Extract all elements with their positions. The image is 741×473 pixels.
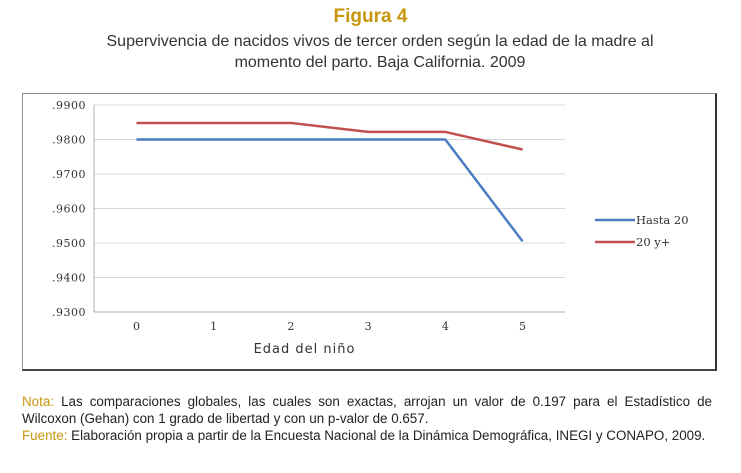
chart-subtitle: Supervivencia de nacidos vivos de tercer… <box>40 31 720 73</box>
x-tick-label: 5 <box>519 320 526 333</box>
y-tick-label: .9700 <box>52 168 86 181</box>
x-tick-label: 0 <box>133 320 140 333</box>
y-tick-label: .9800 <box>52 134 86 147</box>
y-tick-label: .9300 <box>52 306 86 319</box>
legend-label: Hasta 20 <box>636 213 689 227</box>
fuente-label: Fuente: <box>22 428 68 443</box>
nota-label: Nota: <box>22 394 55 409</box>
nota-text: Las comparaciones globales, las cuales s… <box>22 394 712 426</box>
x-tick-label: 2 <box>287 320 294 333</box>
subtitle-line-2: momento del parto. Baja California. 2009 <box>234 54 526 71</box>
y-tick-label: .9400 <box>52 272 86 285</box>
x-tick-label: 3 <box>365 320 372 333</box>
subtitle-line-1: Supervivencia de nacidos vivos de tercer… <box>106 33 654 50</box>
series-line <box>136 121 523 151</box>
nota-paragraph: Nota: Las comparaciones globales, las cu… <box>22 393 712 427</box>
legend-label: 20 y+ <box>636 235 670 249</box>
survival-line-chart: .9900 .9800 .9700 .9600 .9500 .9400 .9300 0 1 2 3 4… <box>52 99 689 357</box>
figure-label: Figura 4 <box>333 6 408 27</box>
x-axis-label: Edad del niño <box>254 342 356 357</box>
fuente-paragraph: Fuente: Elaboración propia a partir de l… <box>22 427 712 444</box>
series-line <box>136 138 524 243</box>
y-tick-label: .9500 <box>52 237 86 250</box>
x-tick-label: 4 <box>442 320 449 333</box>
x-tick-label: 1 <box>210 320 217 333</box>
fuente-text: Elaboración propia a partir de la Encues… <box>67 428 706 443</box>
y-tick-label: .9600 <box>52 203 86 216</box>
notes-block: Nota: Las comparaciones globales, las cu… <box>22 393 712 444</box>
y-tick-label: .9900 <box>52 99 86 112</box>
